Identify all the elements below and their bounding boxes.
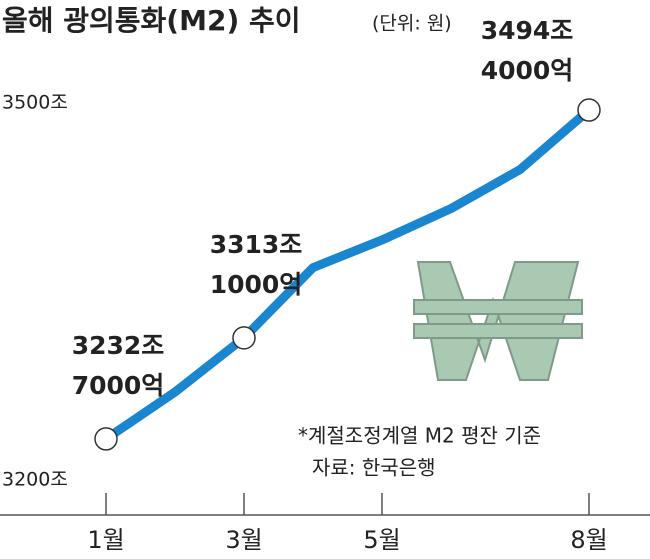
unit-label: (단위: 원) bbox=[372, 13, 452, 35]
chart-title: 올해 광의통화(M2) 추이 bbox=[2, 4, 301, 37]
point-marker bbox=[94, 427, 118, 451]
value-label: 4000억 bbox=[481, 56, 574, 85]
y-tick-label: 3200조 bbox=[2, 469, 68, 491]
value-label: 1000억 bbox=[210, 270, 303, 299]
value-label: 3313조 bbox=[210, 230, 303, 259]
note: *계절조정계열 M2 평잔 기준 bbox=[298, 424, 541, 448]
x-tick-label: 5월 bbox=[363, 526, 400, 554]
x-tick-label: 8월 bbox=[570, 526, 607, 554]
x-tick-label: 1월 bbox=[87, 526, 124, 554]
x-tick-label: 3월 bbox=[225, 526, 262, 554]
point-marker bbox=[577, 98, 601, 122]
y-tick-label: 3500조 bbox=[2, 92, 68, 114]
source: 자료: 한국은행 bbox=[312, 456, 436, 480]
value-label: 3232조 bbox=[72, 331, 165, 360]
value-label: 7000억 bbox=[72, 371, 165, 400]
value-label: 3494조 bbox=[481, 16, 574, 45]
data-line bbox=[103, 106, 592, 443]
won-icon bbox=[413, 261, 583, 381]
point-marker bbox=[232, 326, 256, 350]
